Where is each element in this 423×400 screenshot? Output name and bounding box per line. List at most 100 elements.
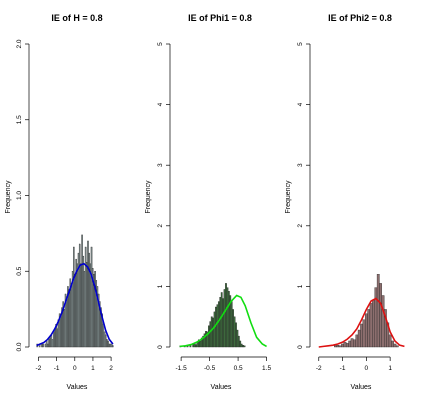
panel-1-bar — [68, 289, 70, 348]
panel-3-bar — [355, 334, 359, 348]
panel-1-density-curve — [36, 262, 114, 347]
panel-1-bar — [110, 343, 113, 348]
panel-2-bar — [227, 291, 230, 348]
panel-2-bar — [232, 309, 234, 348]
panel-2-bar — [212, 317, 215, 348]
panel-1-bar — [108, 343, 111, 348]
panel-1-x-label: Values — [67, 384, 88, 391]
panel-2-y-label: Frequency — [145, 180, 152, 214]
panel-2-bar — [233, 316, 236, 348]
panel-3-bar — [367, 309, 371, 348]
panel-1-bar — [80, 263, 82, 348]
panel-3-bar — [364, 313, 368, 348]
panel-1-bar — [70, 283, 73, 348]
panel-3-bars — [334, 274, 399, 348]
panel-2-y-tick-label: 0 — [157, 345, 164, 349]
panel-1-x-tick-label: 1 — [91, 365, 95, 372]
panel-3-bar — [345, 343, 349, 348]
panel-1-bar — [73, 246, 75, 348]
panel-1-y-axis: 0.0 0.5 1.0 1.5 2.0 — [16, 39, 30, 352]
panel-2-x-tick-label: -1.5 — [176, 365, 188, 372]
panel-2-bar — [236, 329, 239, 348]
panel-2-bar — [243, 345, 246, 348]
panel-1-bar — [86, 261, 88, 348]
panel-1-x-tick-label: -2 — [36, 365, 42, 372]
panel-1-bars — [36, 234, 114, 348]
panel-3-y-tick-label: 0 — [297, 345, 304, 349]
panel-2-y-axis: 0 1 2 3 4 5 — [157, 42, 171, 349]
panel-2-bar — [225, 283, 227, 348]
panel-1-bar — [49, 337, 51, 348]
panel-3-y-tick-label: 2 — [297, 224, 304, 228]
panel-1-bar — [81, 234, 83, 348]
panel-3-x-tick-label: -1 — [340, 365, 346, 372]
panel-2-x-axis: -1.5 -0.5 0.5 1.5 — [176, 356, 271, 372]
panel-3-bar — [388, 334, 392, 348]
panel-3-x-label: Values — [351, 384, 372, 391]
panel-2-y-tick-label: 1 — [157, 284, 164, 288]
panel-3-bar — [343, 341, 347, 348]
panel-1-bar — [103, 331, 106, 348]
panel-1: IE of H = 0.8 Values Frequency 0.0 0.5 1.0… — [5, 13, 114, 391]
panel-2-title: IE of Phi1 = 0.8 — [188, 13, 252, 23]
panel-3-bar — [379, 283, 382, 348]
panel-3-bar — [381, 295, 385, 348]
panel-3-density-curve — [318, 297, 405, 348]
panel-1-y-tick-label: 0.5 — [16, 266, 23, 275]
panel-1-x-tick-label: 2 — [109, 365, 113, 372]
panel-3-bar — [391, 340, 394, 348]
panel-1-bar — [56, 328, 59, 348]
panel-1-bar — [78, 243, 81, 348]
panel-2-y-tick-label: 3 — [157, 163, 164, 167]
panel-3-bar — [338, 345, 342, 348]
panel-3-title: IE of Phi2 = 0.8 — [328, 13, 392, 23]
panel-3-y-tick-label: 1 — [297, 284, 304, 288]
panel-3-bar — [350, 338, 354, 348]
panel-1-bar — [112, 345, 114, 348]
panel-3-bar — [357, 329, 361, 348]
panel-2-density-curve — [179, 294, 267, 348]
panel-2-bar — [215, 306, 217, 348]
panel-3-bar — [393, 343, 397, 348]
panel-2-bar — [239, 340, 242, 348]
panel-1-y-tick-label: 1.0 — [16, 191, 23, 200]
panel-3-x-axis: -2 -1 0 1 — [316, 356, 392, 372]
panel-1-bar — [104, 334, 107, 348]
panel-2-bar — [217, 301, 220, 348]
panel-1-y-tick-label: 1.5 — [16, 115, 23, 124]
panel-1-x-tick-label: 0 — [73, 365, 77, 372]
panel-3-bar — [372, 299, 375, 348]
panel-3-x-tick-label: -2 — [316, 365, 322, 372]
panel-1-y-tick-label: 0.0 — [16, 342, 23, 351]
panel-3-bar — [348, 340, 352, 348]
panel-2-bar — [199, 340, 202, 348]
panel-2-bar — [226, 287, 229, 348]
panel-2-bar — [205, 331, 207, 348]
panel-1-bar — [65, 298, 68, 348]
panel-2-bar — [195, 344, 197, 348]
panel-3-y-axis: 0 1 2 3 4 5 — [297, 42, 311, 349]
panel-3-bar — [374, 287, 378, 348]
panel-2-bar — [208, 325, 210, 348]
panel-1-bar — [84, 246, 87, 348]
panel-1-bar — [82, 255, 85, 348]
panel-3-bar — [334, 345, 337, 348]
panel-2-y-tick-label: 4 — [157, 102, 164, 106]
panel-1-bar — [76, 263, 79, 348]
panel-3-x-tick-label: 0 — [365, 365, 369, 372]
panel-3-y-tick-label: 3 — [297, 163, 304, 167]
panel-2-y-tick-label: 2 — [157, 224, 164, 228]
panel-1-bar — [88, 252, 90, 348]
panel-2-bar — [213, 311, 216, 348]
panel-3-bar — [341, 343, 344, 348]
panel-3-bar — [376, 274, 380, 348]
panel-1-bar — [94, 271, 96, 348]
panel-2-y-tick-label: 5 — [157, 42, 164, 46]
panel-2-bar — [219, 297, 222, 348]
panel-1-bar — [109, 343, 112, 348]
panel-1-bar — [45, 340, 48, 348]
panel-2-bar — [237, 335, 240, 348]
panel-1-bar — [89, 263, 92, 348]
panel-2-x-tick-label: -0.5 — [204, 365, 216, 372]
panel-2-bar — [216, 304, 219, 348]
